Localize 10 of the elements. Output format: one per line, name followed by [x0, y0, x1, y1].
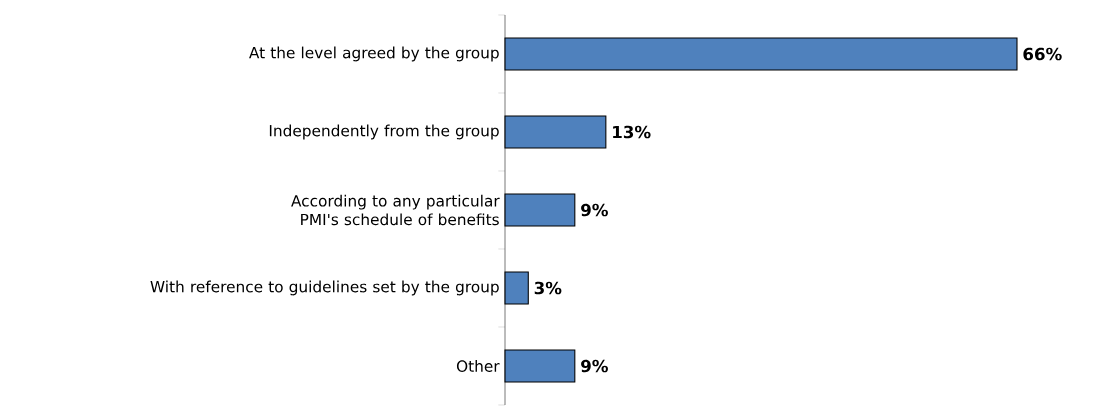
- y-tick-label: At the level agreed by the group: [249, 46, 499, 62]
- y-tick-label: According to any particular PMI's schedule of benefits: [291, 194, 500, 226]
- y-tick-label: With reference to guidelines set by the group: [150, 280, 499, 296]
- data-label: 13%: [613, 125, 651, 139]
- y-tick-label: Independently from the group: [269, 124, 499, 140]
- data-label: 3%: [534, 281, 562, 295]
- data-label: 66%: [1023, 47, 1062, 61]
- data-label: 9%: [581, 203, 608, 217]
- y-tick-label: Other: [456, 360, 500, 372]
- data-label: 9%: [581, 359, 608, 373]
